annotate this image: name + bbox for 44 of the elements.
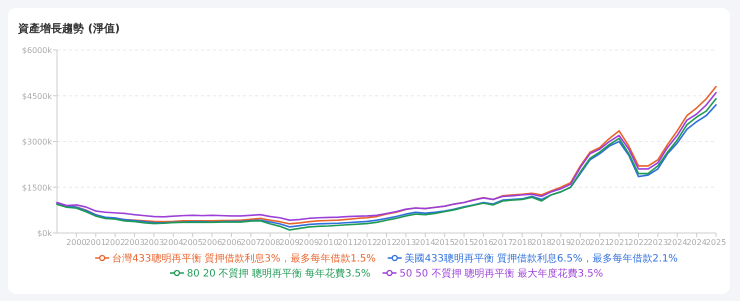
x-tick-label: 2020 [570, 238, 591, 247]
x-tick-label: 2017 [492, 238, 513, 247]
legend-label: 80 20 不質押 聰明再平衡 每年花費3.5% [186, 268, 370, 280]
y-tick-label: $6000k [22, 46, 52, 55]
x-tick-label: 2021 [590, 238, 610, 247]
x-tick-label: 2021 [608, 238, 630, 247]
x-tick-label: 2018 [512, 238, 532, 247]
legend-label: 美國433聰明再平衡 質押借款利息6.5%，最多每年借款2.1% [404, 252, 678, 264]
y-tick-label: $4500k [22, 92, 52, 101]
y-tick-label: $3000k [22, 138, 52, 146]
x-tick-label: 2005 [182, 238, 203, 247]
x-tick-label: 2009 [279, 238, 300, 247]
x-tick-label: 2015 [454, 238, 474, 247]
x-tick-label: 2006 [202, 238, 222, 247]
y-tick-label: $1500k [22, 183, 52, 192]
x-tick-label: 2023 [648, 238, 668, 247]
x-tick-label: 2022 [628, 238, 649, 247]
x-tick-label: 2025 [706, 238, 726, 247]
x-tick-label: 2015 [434, 238, 455, 247]
x-tick-label: 2008 [260, 238, 280, 247]
x-tick-label: 2003 [144, 238, 164, 247]
x-tick-label: 2010 [318, 238, 339, 247]
x-tick-label: 2000 [66, 238, 87, 247]
x-tick-label: 2013 [396, 238, 416, 247]
x-tick-label: 2016 [473, 238, 494, 247]
x-tick-label: 2024 [667, 238, 688, 247]
x-tick-label: 2004 [163, 238, 184, 247]
chart-title: 資產增長趨勢 (淨值) [17, 22, 120, 35]
x-tick-label: 2014 [415, 238, 436, 247]
x-tick-label: 2006 [221, 238, 242, 247]
legend-label: 50 50 不質押 聰明再平衡 最大年度花費3.5% [400, 268, 604, 280]
x-tick-label: 2024 [686, 238, 707, 247]
x-tick-label: 2018 [531, 238, 552, 247]
x-tick-label: 2007 [240, 238, 262, 247]
x-tick-label: 2011 [338, 238, 358, 247]
x-tick-label: 2009 [298, 238, 320, 247]
x-tick-label: 2001 [86, 238, 106, 247]
x-tick-label: 2012 [376, 238, 397, 247]
x-tick-label: 2019 [550, 238, 572, 247]
legend-label: 台灣433聰明再平衡 質押借款利息3%，最多每年借款1.5% [112, 252, 376, 264]
y-tick-label: $0k [37, 229, 52, 238]
x-tick-label: 2002 [104, 238, 126, 247]
x-tick-label: 2003 [124, 238, 145, 247]
x-tick-label: 2012 [356, 238, 378, 247]
